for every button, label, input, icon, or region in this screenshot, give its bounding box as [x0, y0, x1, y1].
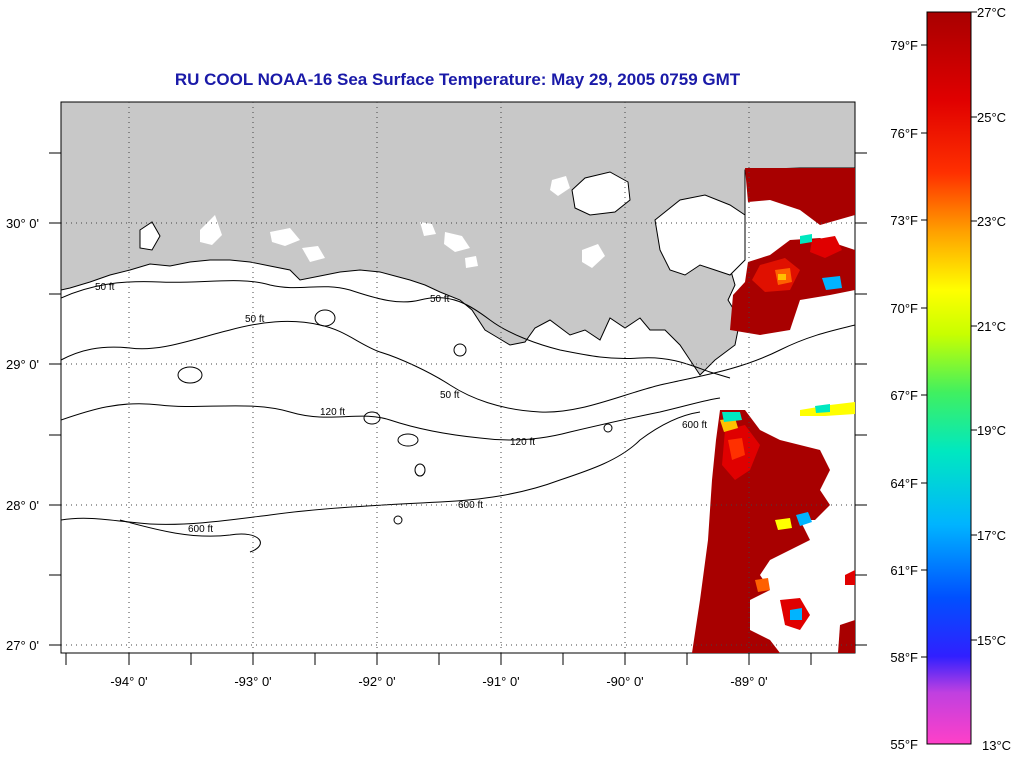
- lake: [571, 171, 631, 216]
- contour-120ft: [61, 397, 721, 441]
- axis-ticks: [49, 152, 867, 665]
- contour-50ft-b: [61, 320, 855, 413]
- colorbar-ticks: [921, 11, 977, 658]
- contour-label-50ft: 50 ft: [430, 294, 450, 305]
- lake: [270, 228, 300, 246]
- colorbar-c-label: 19°C: [977, 423, 1006, 438]
- lat-label-30: 30° 0': [6, 216, 39, 231]
- contour-label-600ft: 600 ft: [682, 420, 707, 431]
- lake: [465, 256, 478, 268]
- marsh-coast: [654, 194, 746, 276]
- lat-label-27: 27° 0': [6, 638, 39, 653]
- colorbar-c-label: 25°C: [977, 110, 1006, 125]
- colorbar-f-label: 79°F: [890, 38, 918, 53]
- lon-label-90: -90° 0': [606, 674, 643, 689]
- lon-label-94: -94° 0': [110, 674, 147, 689]
- lake: [139, 221, 161, 251]
- contour-label-120ft: 120 ft: [320, 407, 345, 418]
- colorbar-c-label: 13°C: [982, 738, 1011, 753]
- lon-label-91: -91° 0': [482, 674, 519, 689]
- colorbar: [926, 11, 972, 745]
- colorbar-f-label: 67°F: [890, 388, 918, 403]
- colorbar-f-label: 61°F: [890, 563, 918, 578]
- contour-label-600ft: 600 ft: [188, 524, 213, 535]
- lat-label-28: 28° 0': [6, 498, 39, 513]
- colorbar-f-label: 73°F: [890, 213, 918, 228]
- contour-600ft: [61, 411, 701, 525]
- colorbar-c-label: 23°C: [977, 214, 1006, 229]
- colorbar-f-label: 76°F: [890, 126, 918, 141]
- graticule: [61, 102, 855, 653]
- lon-label-92: -92° 0': [358, 674, 395, 689]
- contour-label-50ft: 50 ft: [245, 314, 265, 325]
- colorbar-f-label: 55°F: [890, 737, 918, 752]
- sst-data-region: [692, 168, 855, 653]
- colorbar-c-label: 15°C: [977, 633, 1006, 648]
- contour-label-120ft: 120 ft: [510, 437, 535, 448]
- depth-contours: [61, 280, 855, 553]
- lake: [444, 232, 470, 252]
- contour-label-50ft: 50 ft: [95, 282, 115, 293]
- colorbar-f-label: 58°F: [890, 650, 918, 665]
- lake: [550, 176, 570, 196]
- colorbar-f-label: 64°F: [890, 476, 918, 491]
- colorbar-c-label: 27°C: [977, 5, 1006, 20]
- map-title: RU COOL NOAA-16 Sea Surface Temperature:…: [174, 70, 741, 89]
- lake: [420, 222, 436, 236]
- lon-label-89: -89° 0': [730, 674, 767, 689]
- lon-label-93: -93° 0': [234, 674, 271, 689]
- contour-label-50ft: 50 ft: [440, 390, 460, 401]
- colorbar-c-label: 17°C: [977, 528, 1006, 543]
- colorbar-f-label: 70°F: [890, 301, 918, 316]
- lake: [582, 244, 605, 268]
- lake: [302, 246, 325, 262]
- contour-50ft: [61, 280, 731, 379]
- lat-label-29: 29° 0': [6, 357, 39, 372]
- colorbar-c-label: 21°C: [977, 319, 1006, 334]
- contour-label-600ft: 600 ft: [458, 500, 483, 511]
